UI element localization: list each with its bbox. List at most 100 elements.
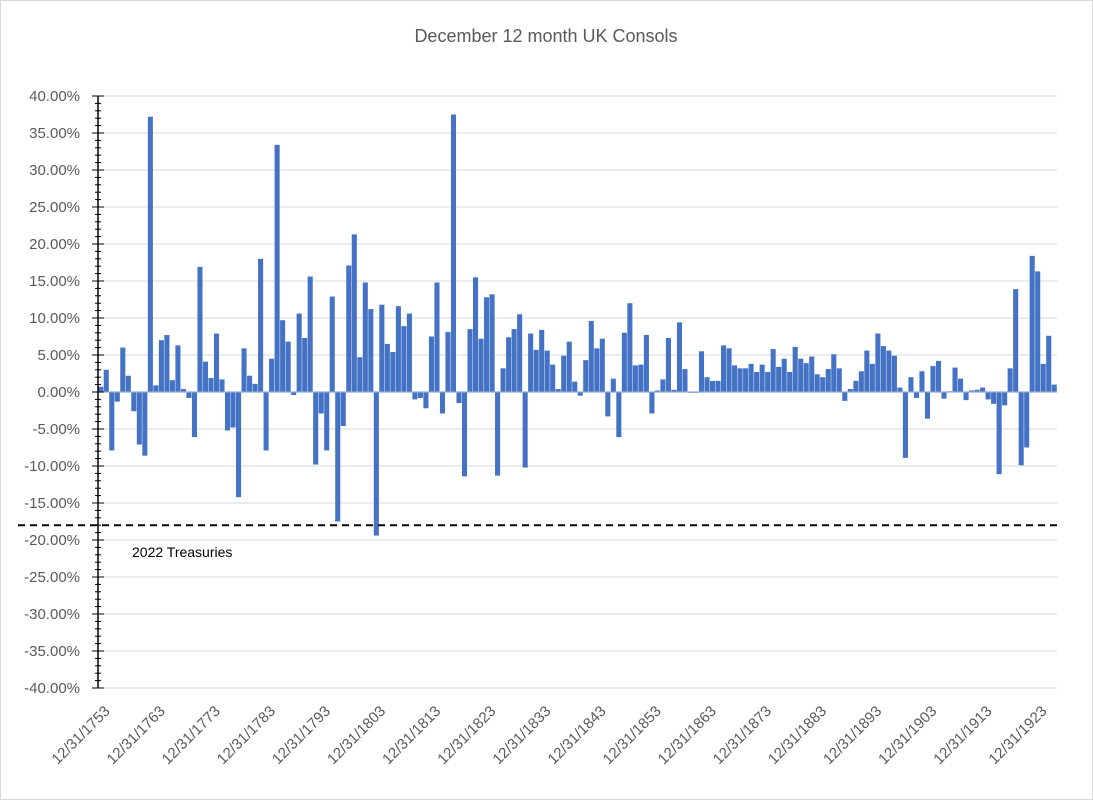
bar [1018,392,1024,466]
bar [390,352,396,392]
bar [164,335,170,392]
bar [373,392,379,536]
bar [726,348,732,392]
bar [1002,392,1008,406]
bar [798,358,804,392]
bar [561,355,567,392]
bar [169,380,175,392]
bar [307,276,313,392]
bar [412,392,418,400]
y-tick-label: -5.00% [32,421,80,438]
bar [522,392,528,468]
bar [842,392,848,401]
x-tick-label: 12/31/1893 [820,703,885,768]
bar [627,303,633,392]
y-tick-label: 5.00% [37,347,80,364]
bar [202,361,209,392]
bar [142,392,148,456]
bar [820,377,826,392]
bar [191,392,197,438]
bar [478,338,484,392]
x-tick-label: 12/31/1923 [985,703,1050,768]
chart-title: December 12 month UK Consols [414,26,677,46]
y-axis-ticks: 40.00% 35.00% 30.00% 25.00% 20.00% 15.00% 10.0… [24,88,80,697]
bar [302,337,308,392]
bar [676,322,682,392]
bar [473,277,479,392]
bar [869,363,875,392]
y-tick-label: 25.00% [29,199,80,216]
x-tick-label: 12/31/1793 [269,703,334,768]
bar [1024,392,1030,448]
y-tick-label: 30.00% [29,162,80,179]
bar [643,335,649,392]
bar [136,392,142,445]
bar [919,371,925,392]
bar [594,348,600,392]
bar [1013,289,1019,392]
bar [461,392,468,477]
bar [621,332,627,392]
x-tick-label: 12/31/1863 [655,703,720,768]
bar [346,265,352,392]
bar [715,380,721,392]
bar [1029,255,1035,392]
bar [787,372,793,392]
bar [258,258,264,392]
bar [709,380,716,392]
bar [335,392,341,522]
bar [776,366,782,392]
bar [109,392,115,451]
bar [577,392,583,396]
bar [158,340,164,392]
bar [632,365,638,392]
bar [660,379,666,392]
bar [1051,384,1057,392]
bar [902,392,908,458]
y-tick-label: -25.00% [24,569,80,586]
bar [340,392,346,427]
bar [737,368,743,392]
bar [809,356,815,392]
x-tick-label: 12/31/1913 [930,703,995,768]
bar [434,282,440,392]
x-tick-label: 12/31/1773 [159,703,224,768]
y-tick-label: 35.00% [29,125,80,142]
bar [792,346,798,392]
bar [886,350,892,392]
bar [781,358,787,392]
bar [831,354,837,392]
bar [362,282,368,392]
bar [969,390,975,392]
bar [103,369,109,392]
reference-line-label: 2022 Treasuries [132,544,232,560]
bar [467,329,473,392]
bar [291,392,297,395]
x-tick-label: 12/31/1843 [545,703,610,768]
annotations: 2022 Treasuries [18,524,1062,560]
x-tick-label: 12/31/1823 [434,703,499,768]
bar [428,336,434,392]
bar [484,297,490,392]
bar [318,392,324,414]
bar [186,392,192,398]
bar [528,333,534,392]
bar [125,375,131,392]
bar [533,349,539,392]
bar [864,350,870,392]
y-tick-label: 20.00% [29,236,80,253]
bar [456,392,462,404]
bar [280,320,286,392]
bar [654,390,660,392]
bar [803,363,809,392]
bar [814,374,820,392]
bar [550,364,556,392]
bar [197,266,203,392]
bar [1046,335,1052,392]
bar [930,366,936,392]
bar [649,392,655,414]
bar [406,313,412,392]
bar [853,380,859,392]
x-tick-label: 12/31/1803 [324,703,389,768]
